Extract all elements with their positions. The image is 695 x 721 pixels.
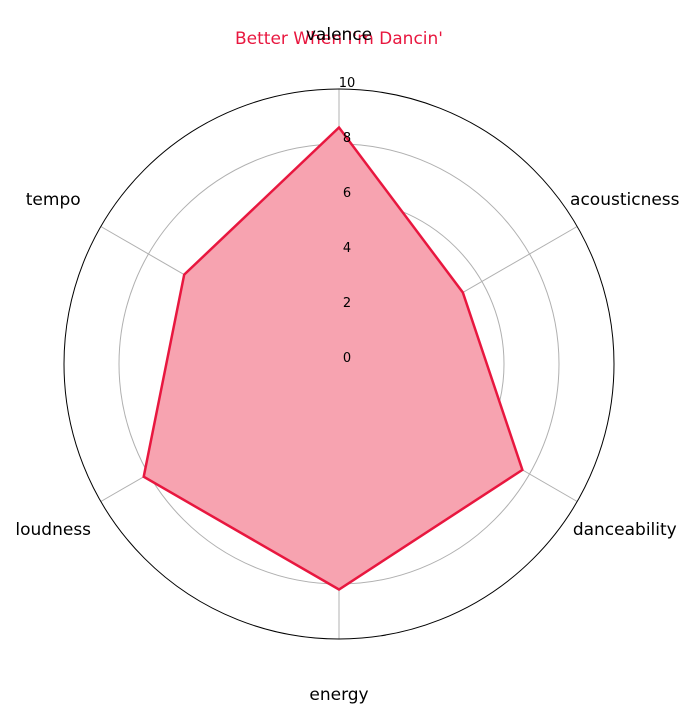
axis-label-tempo: tempo	[26, 190, 81, 210]
r-tick-label-2: 2	[343, 296, 351, 311]
axis-label-layer: valence acousticness danceability energy lou…	[15, 25, 679, 705]
series-area-0	[143, 127, 523, 590]
series-layer	[142, 125, 524, 591]
outer-frame	[63, 88, 615, 640]
chart-title: Better When I'm Dancin'	[235, 29, 443, 49]
axis-label-energy: energy	[309, 685, 368, 705]
r-tick-label-0: 0	[343, 351, 351, 366]
axis-label-danceability: danceability	[573, 520, 677, 540]
r-tick-label-6: 6	[343, 186, 351, 201]
r-tick-label-8: 8	[343, 131, 351, 146]
r-tick-label-4: 4	[343, 241, 351, 256]
axis-label-valence: valence	[306, 25, 372, 45]
axis-label-loudness: loudness	[15, 520, 91, 540]
r-tick-label-10: 10	[339, 76, 356, 91]
axis-label-acousticness: acousticness	[570, 190, 680, 210]
tick-layer: 0 2 4 6 8 10	[339, 76, 356, 366]
